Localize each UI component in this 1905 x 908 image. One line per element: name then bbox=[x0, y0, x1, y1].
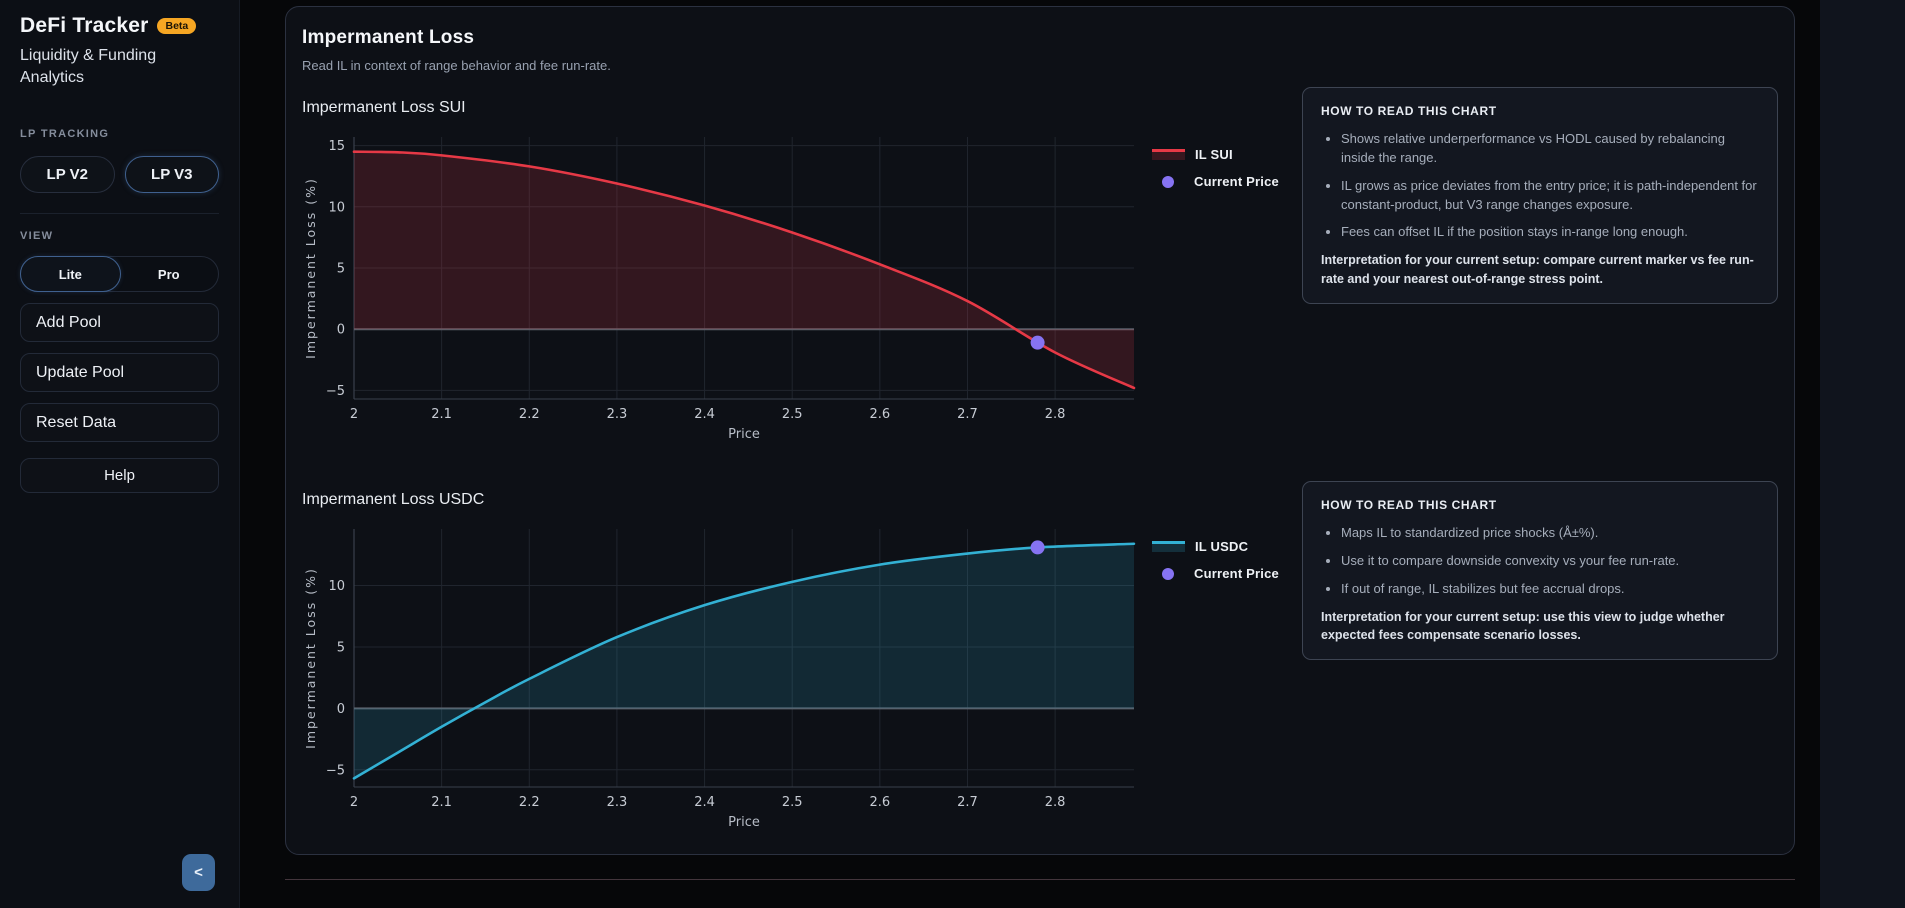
main-area: Impermanent Loss Read IL in context of r… bbox=[240, 0, 1820, 908]
svg-text:2.7: 2.7 bbox=[957, 407, 978, 422]
il-usdc-chart[interactable]: 2 2.1 2.2 2.3 2.4 2.5 2.6 2.7 2.8 −5 0 5 10 Price Impe… bbox=[302, 521, 1146, 833]
il-sui-chart[interactable]: 2 2.1 2.2 2.3 2.4 2.5 2.6 2.7 2.8 −5 0 5 10 15 Price Im… bbox=[302, 129, 1146, 445]
impermanent-loss-card: Impermanent Loss Read IL in context of r… bbox=[285, 6, 1795, 855]
chart-section-usdc: Impermanent Loss USDC 2 2.1 2.2 2.3 2.4 2.5 2.… bbox=[302, 481, 1778, 833]
info-footer: Interpretation for your current setup: u… bbox=[1321, 609, 1725, 643]
chart-section-sui: Impermanent Loss SUI 2 2.1 2.2 2.3 2.4 2.5 2.6… bbox=[302, 87, 1778, 445]
lp-v2-button[interactable]: LP V2 bbox=[20, 156, 115, 194]
svg-text:Impermanent Loss (%): Impermanent Loss (%) bbox=[303, 567, 318, 749]
svg-text:2.1: 2.1 bbox=[431, 407, 452, 422]
svg-text:5: 5 bbox=[337, 640, 345, 655]
info-bullet: Use it to compare downside convexity vs … bbox=[1341, 552, 1759, 571]
update-pool-button[interactable]: Update Pool bbox=[20, 353, 219, 393]
svg-text:−5: −5 bbox=[326, 384, 345, 399]
svg-text:2.6: 2.6 bbox=[869, 407, 890, 422]
info-bullet: Fees can offset IL if the position stays… bbox=[1341, 223, 1759, 242]
svg-text:2: 2 bbox=[350, 795, 358, 810]
sidebar-collapse-button[interactable]: < bbox=[182, 854, 215, 891]
add-pool-button[interactable]: Add Pool bbox=[20, 303, 219, 343]
view-label: VIEW bbox=[20, 230, 54, 243]
info-bullet: Maps IL to standardized price shocks (Å±… bbox=[1341, 524, 1759, 543]
svg-text:10: 10 bbox=[328, 200, 345, 215]
svg-text:15: 15 bbox=[328, 139, 345, 154]
svg-text:Impermanent Loss (%): Impermanent Loss (%) bbox=[303, 177, 318, 359]
legend-item-current-price[interactable]: Current Price bbox=[1152, 174, 1292, 189]
svg-text:10: 10 bbox=[328, 579, 345, 594]
legend-item-il-usdc[interactable]: IL USDC bbox=[1152, 539, 1292, 554]
legend-label-current-price: Current Price bbox=[1194, 566, 1279, 581]
info-bullet-list: Maps IL to standardized price shocks (Å±… bbox=[1341, 524, 1759, 599]
view-toggle-pro[interactable]: Pro bbox=[157, 266, 180, 282]
help-button[interactable]: Help bbox=[20, 458, 219, 494]
lp-tracking-label: LP TRACKING bbox=[20, 128, 110, 141]
svg-text:2.3: 2.3 bbox=[607, 407, 628, 422]
legend-label-il-sui: IL SUI bbox=[1195, 147, 1233, 162]
legend-label-il-usdc: IL USDC bbox=[1195, 539, 1249, 554]
beta-badge: Beta bbox=[157, 17, 197, 35]
info-bullet: If out of range, IL stabilizes but fee a… bbox=[1341, 580, 1759, 599]
svg-text:2.8: 2.8 bbox=[1045, 795, 1066, 810]
il-line-swatch bbox=[1152, 541, 1185, 552]
lp-v3-button[interactable]: LP V3 bbox=[124, 156, 219, 194]
legend-item-il-sui[interactable]: IL SUI bbox=[1152, 147, 1292, 162]
page-subtitle: Read IL in context of range behavior and… bbox=[302, 58, 611, 73]
svg-text:2.4: 2.4 bbox=[694, 795, 715, 810]
chart-title-sui: Impermanent Loss SUI bbox=[302, 99, 466, 116]
reset-data-button[interactable]: Reset Data bbox=[20, 403, 219, 443]
bottom-divider bbox=[285, 879, 1795, 880]
info-box-usdc: HOW TO READ THIS CHART Maps IL to standa… bbox=[1302, 481, 1778, 661]
svg-text:2.5: 2.5 bbox=[782, 407, 803, 422]
app-title: DeFi Tracker bbox=[20, 14, 149, 37]
svg-text:0: 0 bbox=[337, 323, 345, 338]
svg-text:2.3: 2.3 bbox=[607, 795, 628, 810]
info-title: HOW TO READ THIS CHART bbox=[1321, 498, 1497, 512]
svg-text:2.5: 2.5 bbox=[782, 795, 803, 810]
svg-text:Price: Price bbox=[728, 427, 760, 442]
legend-label-current-price: Current Price bbox=[1194, 174, 1279, 189]
svg-text:2.4: 2.4 bbox=[694, 407, 715, 422]
svg-text:0: 0 bbox=[337, 702, 345, 717]
page-title: Impermanent Loss bbox=[302, 27, 475, 48]
info-box-sui: HOW TO READ THIS CHART Shows relative un… bbox=[1302, 87, 1778, 304]
chart-title-usdc: Impermanent Loss USDC bbox=[302, 491, 485, 508]
info-bullet: IL grows as price deviates from the entr… bbox=[1341, 177, 1759, 215]
sidebar: DeFi Tracker Beta Liquidity & Funding An… bbox=[0, 0, 240, 908]
view-toggle-lite[interactable]: Lite bbox=[20, 256, 121, 293]
chart-legend-sui: IL SUI Current Price bbox=[1152, 147, 1292, 201]
app-subtitle: Liquidity & Funding Analytics bbox=[20, 47, 157, 86]
il-line-swatch bbox=[1152, 149, 1185, 160]
legend-item-current-price[interactable]: Current Price bbox=[1152, 566, 1292, 581]
svg-text:2: 2 bbox=[350, 407, 358, 422]
lp-version-switch: LP V2 LP V3 bbox=[20, 156, 219, 194]
svg-text:5: 5 bbox=[337, 262, 345, 277]
svg-text:2.6: 2.6 bbox=[869, 795, 890, 810]
info-bullet-list: Shows relative underperformance vs HODL … bbox=[1341, 130, 1759, 242]
sidebar-divider bbox=[20, 213, 219, 215]
info-title: HOW TO READ THIS CHART bbox=[1321, 104, 1497, 118]
current-price-dot-swatch bbox=[1162, 175, 1174, 188]
svg-text:2.2: 2.2 bbox=[519, 795, 540, 810]
view-toggle: Lite Pro bbox=[20, 256, 219, 293]
svg-text:2.1: 2.1 bbox=[431, 795, 452, 810]
right-margin-strip bbox=[1820, 0, 1905, 908]
svg-text:Price: Price bbox=[728, 815, 760, 830]
chart-legend-usdc: IL USDC Current Price bbox=[1152, 539, 1292, 593]
brand-row: DeFi Tracker Beta bbox=[20, 14, 219, 38]
info-footer: Interpretation for your current setup: c… bbox=[1321, 253, 1754, 286]
info-bullet: Shows relative underperformance vs HODL … bbox=[1341, 130, 1759, 168]
current-price-dot-swatch bbox=[1162, 567, 1174, 580]
svg-text:2.2: 2.2 bbox=[519, 407, 540, 422]
svg-text:−5: −5 bbox=[326, 763, 345, 778]
svg-text:2.7: 2.7 bbox=[957, 795, 978, 810]
svg-text:2.8: 2.8 bbox=[1045, 407, 1066, 422]
